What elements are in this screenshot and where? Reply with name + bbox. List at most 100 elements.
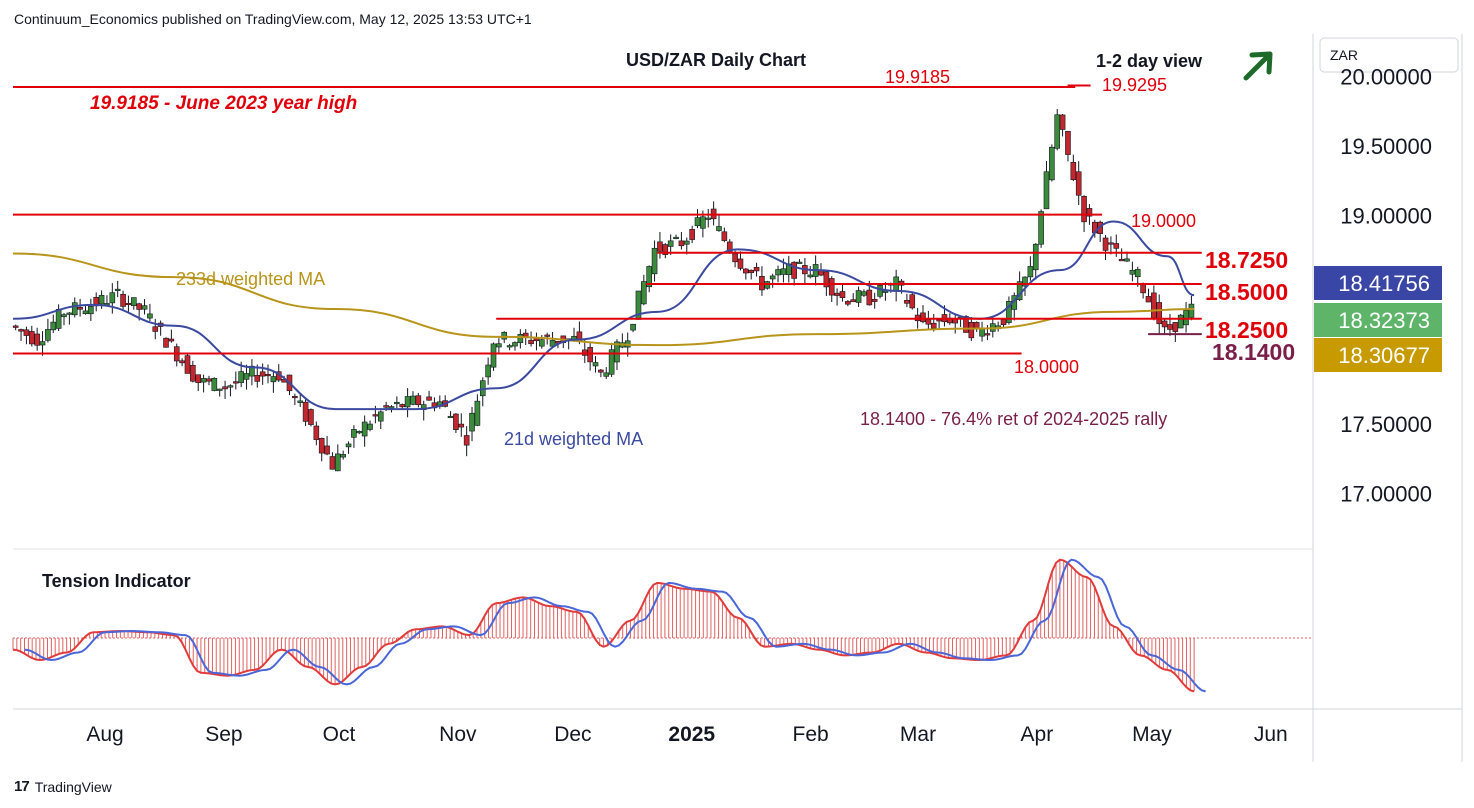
y-tick-label: 20.00000 — [1340, 65, 1432, 90]
candle-body — [791, 261, 797, 279]
candle-body — [732, 253, 738, 263]
candle-body — [361, 421, 368, 437]
candle-body — [50, 321, 57, 331]
view-label: 1-2 day view — [1096, 51, 1203, 71]
candle-body — [807, 274, 814, 278]
ma233-label: 233d weighted MA — [176, 269, 325, 289]
candle-body — [587, 347, 593, 363]
candle-body — [796, 261, 803, 264]
candle-body — [592, 362, 599, 367]
candle-body — [1038, 211, 1044, 245]
candle-body — [769, 275, 776, 280]
x-tick-label: May — [1132, 723, 1172, 746]
candle-body — [211, 377, 218, 391]
candle-body — [818, 270, 824, 276]
candle-body — [340, 454, 346, 458]
candle-body — [469, 412, 475, 432]
candle-body — [1124, 258, 1130, 262]
candle-body — [603, 372, 610, 377]
candle-body — [630, 323, 636, 331]
candle-body — [152, 326, 159, 332]
candle-body — [1081, 196, 1087, 223]
candle-body — [1113, 243, 1120, 249]
candle-body — [130, 297, 137, 307]
candle-body — [292, 395, 298, 399]
candle-body — [109, 292, 116, 304]
currency-label: ZAR — [1330, 47, 1358, 63]
candle-body — [383, 405, 389, 408]
candle-body — [539, 339, 545, 347]
level-label-18-5000: 18.5000 — [1205, 279, 1288, 305]
candle-body — [345, 443, 352, 448]
candle-body — [77, 307, 83, 310]
x-tick-label: Sep — [205, 723, 242, 746]
candle-body — [963, 316, 969, 333]
candle-body — [388, 406, 395, 409]
candle-body — [694, 217, 701, 227]
candle-body — [474, 400, 481, 426]
candle-body — [984, 333, 991, 336]
candle-body — [855, 290, 862, 303]
candle-body — [82, 310, 89, 315]
candle-body — [646, 266, 652, 288]
tradingview-logo-icon: 17 — [14, 778, 30, 795]
candle-body — [925, 319, 932, 325]
candle-body — [136, 303, 142, 310]
candle-body — [850, 299, 857, 303]
candle-body — [222, 386, 228, 390]
candle-body — [61, 314, 67, 317]
candle-body — [721, 231, 728, 241]
price-badge-label: 18.41756 — [1338, 271, 1430, 296]
candle-body — [45, 329, 51, 341]
candle-body — [716, 226, 722, 231]
candle-body — [335, 453, 341, 472]
year-high-note: 19.9185 - June 2023 year high — [90, 93, 357, 114]
ma233-line — [12, 252, 1195, 347]
candle-body — [270, 376, 277, 383]
candle-body — [1145, 296, 1152, 303]
candle-body — [871, 298, 878, 302]
candle-body — [1188, 303, 1195, 318]
candle-body — [1183, 310, 1189, 326]
level-label-18-2500: 18.2500 — [1205, 317, 1288, 343]
candle-body — [1006, 301, 1012, 323]
tension-histogram — [12, 559, 1195, 692]
candle-body — [66, 312, 73, 315]
candle-body — [614, 341, 620, 363]
candle-body — [1049, 146, 1055, 181]
candle-body — [1054, 114, 1061, 149]
candle-body — [1172, 322, 1179, 332]
candle-body — [147, 313, 153, 319]
chart-title: USD/ZAR Daily Chart — [626, 50, 806, 70]
candle-body — [249, 365, 255, 377]
candle-body — [12, 325, 19, 328]
candle-body — [163, 337, 169, 348]
candle-body — [184, 355, 191, 374]
tension-slow-line — [24, 558, 1206, 693]
candle-body — [651, 247, 658, 275]
candle-body — [678, 240, 685, 247]
candle-body — [120, 293, 126, 307]
candle-body — [743, 268, 749, 274]
candle-body — [458, 423, 465, 428]
candle-body — [839, 291, 846, 298]
candle-body — [1059, 114, 1066, 130]
candle-body — [968, 321, 975, 339]
candle-body — [512, 342, 518, 347]
candle-body — [780, 268, 787, 275]
candle-body — [200, 378, 207, 383]
candle-body — [259, 371, 266, 377]
candle-body — [1129, 269, 1136, 275]
candle-body — [356, 431, 363, 434]
candle-body — [233, 381, 239, 384]
tradingview-brand[interactable]: 17 TradingView — [14, 778, 112, 795]
publisher-line: Continuum_Economics published on Trading… — [14, 11, 532, 27]
candle-body — [909, 294, 916, 309]
candle-body — [544, 334, 550, 337]
ma21-line — [12, 220, 1195, 411]
candle-body — [125, 302, 132, 306]
up-arrow-icon — [1243, 54, 1270, 81]
x-tick-label: Feb — [793, 723, 829, 746]
candle-body — [71, 302, 78, 316]
